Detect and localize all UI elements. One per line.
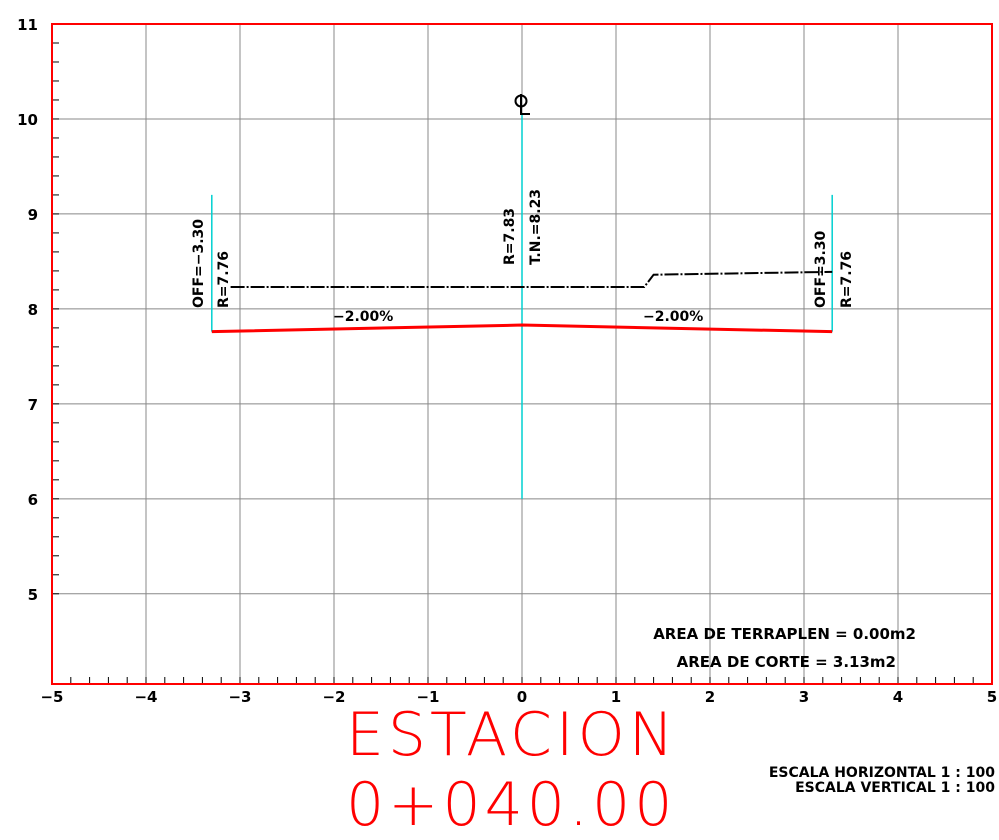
plot-frame bbox=[51, 23, 993, 685]
x-tick-label: 4 bbox=[893, 688, 903, 706]
y-tick-label: 10 bbox=[17, 111, 38, 129]
x-tick-label: −1 bbox=[416, 688, 439, 706]
x-tick-label: 2 bbox=[705, 688, 715, 706]
label-center-tn: T.N.=8.23 bbox=[528, 189, 544, 265]
y-tick-label: 11 bbox=[17, 16, 38, 34]
x-tick-label: −2 bbox=[322, 688, 345, 706]
cross-section-chart: −5 −4 −3 −2 −1 0 1 2 3 4 5 5 6 7 8 9 10 11 OFF=−3.30 R=7… bbox=[17, 16, 997, 706]
label-left-r: R=7.76 bbox=[216, 251, 232, 308]
y-tick-label: 6 bbox=[28, 491, 38, 509]
x-tick-label: 0 bbox=[517, 688, 527, 706]
minor-ticks bbox=[51, 23, 993, 684]
area-corte: AREA DE CORTE = 3.13m2 bbox=[677, 653, 896, 671]
x-tick-label: 1 bbox=[611, 688, 621, 706]
centerline-symbol bbox=[514, 94, 530, 115]
terrain-line bbox=[230, 270, 833, 289]
centerline-l bbox=[520, 94, 530, 115]
y-tick-labels: 5 6 7 8 9 10 11 bbox=[17, 16, 38, 604]
label-right-r: R=7.76 bbox=[839, 251, 855, 308]
slope-label-right: −2.00% bbox=[643, 309, 703, 325]
series bbox=[211, 270, 833, 334]
label-center-r: R=7.83 bbox=[502, 208, 518, 265]
y-tick-label: 9 bbox=[28, 206, 38, 224]
y-tick-label: 7 bbox=[28, 396, 38, 414]
scale-vertical: ESCALA VERTICAL 1 : 100 bbox=[795, 780, 995, 796]
x-tick-label: −4 bbox=[134, 688, 157, 706]
x-tick-label: −3 bbox=[228, 688, 251, 706]
label-right-off: OFF=3.30 bbox=[813, 230, 829, 308]
slope-label-left: −2.00% bbox=[333, 309, 393, 325]
label-left-off: OFF=−3.30 bbox=[191, 219, 207, 308]
offset-lines bbox=[211, 114, 833, 499]
subgrade-line bbox=[211, 323, 833, 334]
x-tick-label: −5 bbox=[40, 688, 63, 706]
x-tick-label: 3 bbox=[799, 688, 809, 706]
scale-horizontal: ESCALA HORIZONTAL 1 : 100 bbox=[768, 765, 995, 781]
x-tick-label: 5 bbox=[987, 688, 997, 706]
y-tick-label: 5 bbox=[28, 586, 38, 604]
area-terraplen: AREA DE TERRAPLEN = 0.00m2 bbox=[653, 625, 916, 643]
y-tick-label: 8 bbox=[28, 301, 38, 319]
x-tick-labels: −5 −4 −3 −2 −1 0 1 2 3 4 5 bbox=[40, 688, 997, 706]
